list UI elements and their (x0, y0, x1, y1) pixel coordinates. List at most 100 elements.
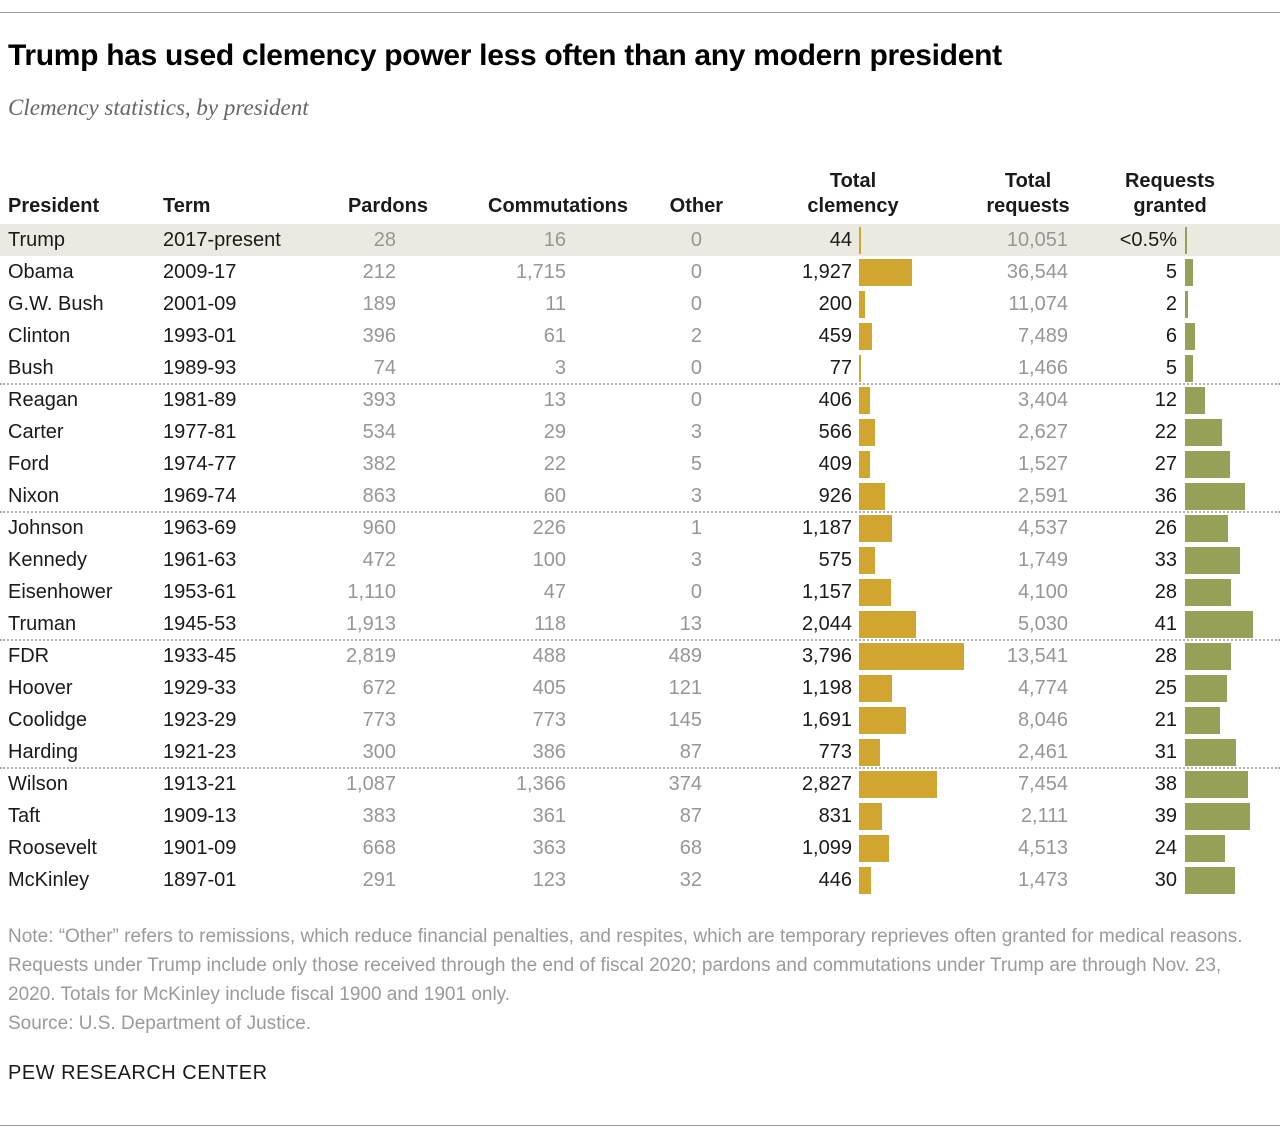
cell-pardons: 383 (362, 805, 396, 827)
cell-term: 1913-21 (163, 773, 237, 795)
cell-other: 13 (679, 613, 702, 635)
cell-total-requests: 2,111 (1020, 805, 1068, 827)
table-row: Taft 1909-13 383 361 87 831 2,111 39 (0, 800, 1280, 832)
cell-term: 1897-01 (163, 869, 237, 891)
cell-pardons: 2,819 (345, 645, 396, 667)
cell-pardons: 396 (362, 325, 396, 347)
cell-term: 1989-93 (163, 357, 237, 379)
total-clemency-bar (859, 866, 872, 894)
cell-other: 87 (679, 805, 702, 827)
cell-other: 3 (690, 549, 702, 571)
total-clemency-bar-cell (858, 448, 978, 480)
cell-total-requests: 3,404 (1017, 389, 1068, 411)
total-clemency-bar (859, 386, 871, 414)
cell-total-clemency: 1,099 (801, 837, 852, 859)
cell-pardons: 28 (373, 229, 396, 251)
cell-pardons: 534 (362, 421, 396, 443)
table-row: Johnson 1963-69 960 226 1 1,187 4,537 26 (0, 512, 1280, 544)
cell-president: McKinley (8, 869, 90, 891)
cell-president: Coolidge (8, 709, 87, 731)
cell-commutations: 405 (532, 677, 566, 699)
cell-president: Harding (8, 741, 79, 763)
total-clemency-bar-cell (858, 704, 978, 736)
cell-commutations: 3 (554, 357, 566, 379)
cell-total-requests: 4,774 (1017, 677, 1068, 699)
cell-requests-granted: 12 (1154, 389, 1177, 411)
requests-granted-bar (1185, 578, 1232, 606)
cell-other: 32 (679, 869, 702, 891)
cell-other: 121 (668, 677, 702, 699)
cell-total-clemency: 926 (818, 485, 852, 507)
total-clemency-bar-cell (858, 320, 978, 352)
requests-granted-bar (1185, 482, 1245, 510)
cell-requests-granted: 24 (1154, 837, 1177, 859)
cell-total-requests: 2,461 (1017, 741, 1068, 763)
total-clemency-bar (859, 546, 875, 574)
cell-total-requests: 4,100 (1017, 581, 1068, 603)
cell-requests-granted: 28 (1154, 645, 1177, 667)
cell-total-clemency: 200 (818, 293, 852, 315)
total-clemency-bar (859, 258, 913, 286)
table-row: Trump 2017-present 28 16 0 44 10,051 <0.5% (0, 224, 1280, 256)
cell-pardons: 393 (362, 389, 396, 411)
cell-commutations: 488 (532, 645, 566, 667)
total-clemency-bar (859, 354, 862, 382)
column-header-total-requests: Total requests (986, 170, 1070, 217)
cell-term: 1961-63 (163, 549, 237, 571)
cell-total-requests: 7,489 (1017, 325, 1068, 347)
total-clemency-bar-cell (858, 832, 978, 864)
requests-granted-bar-cell (1183, 224, 1262, 256)
requests-granted-bar-cell (1183, 288, 1262, 320)
cell-commutations: 16 (543, 229, 566, 251)
table-row: Reagan 1981-89 393 13 0 406 3,404 12 (0, 384, 1280, 416)
requests-granted-bar-cell (1183, 416, 1262, 448)
table-header-row: President Term Pardons Commutations Othe… (0, 157, 1280, 224)
cell-pardons: 1,110 (347, 581, 396, 603)
cell-commutations: 1,715 (515, 261, 566, 283)
requests-granted-bar (1185, 354, 1194, 382)
column-header-requests-granted: Requests granted (1124, 170, 1216, 217)
cell-requests-granted: 2 (1165, 293, 1177, 315)
cell-term: 2009-17 (163, 261, 237, 283)
total-clemency-bar-cell (858, 224, 978, 256)
cell-other: 2 (690, 325, 702, 347)
requests-granted-bar (1185, 418, 1222, 446)
total-clemency-bar-cell (858, 768, 978, 800)
requests-granted-bar (1185, 610, 1253, 638)
cell-other: 1 (690, 517, 702, 539)
cell-total-requests: 2,627 (1017, 421, 1068, 443)
cell-requests-granted: 28 (1154, 581, 1177, 603)
note-text: Note: “Other” refers to remissions, whic… (8, 926, 1243, 1005)
requests-granted-bar-cell (1183, 736, 1262, 768)
total-clemency-bar (859, 482, 885, 510)
total-clemency-bar (859, 322, 872, 350)
cell-commutations: 47 (543, 581, 566, 603)
cell-total-clemency: 446 (818, 869, 852, 891)
source-text: Source: U.S. Department of Justice. (8, 1013, 312, 1034)
cell-president: Nixon (8, 485, 60, 507)
cell-requests-granted: 41 (1154, 613, 1177, 635)
cell-commutations: 29 (543, 421, 566, 443)
top-rule (0, 12, 1280, 13)
requests-granted-bar (1185, 738, 1237, 766)
cell-total-requests: 4,513 (1017, 837, 1068, 859)
cell-other: 0 (690, 581, 702, 603)
cell-president: G.W. Bush (8, 293, 104, 315)
total-clemency-bar-cell (858, 288, 978, 320)
cell-term: 1963-69 (163, 517, 237, 539)
requests-granted-bar (1185, 386, 1205, 414)
cell-term: 1901-09 (163, 837, 237, 859)
cell-commutations: 386 (532, 741, 566, 763)
total-clemency-bar (859, 578, 891, 606)
total-clemency-bar-cell (858, 352, 978, 384)
total-clemency-bar (859, 418, 875, 446)
cell-president: Trump (8, 229, 66, 251)
group-divider (0, 383, 1280, 385)
total-clemency-bar-cell (858, 736, 978, 768)
cell-term: 1945-53 (163, 613, 237, 635)
cell-pardons: 382 (362, 453, 396, 475)
cell-pardons: 74 (373, 357, 396, 379)
cell-commutations: 61 (543, 325, 566, 347)
cell-commutations: 11 (545, 293, 566, 315)
chart-title: Trump has used clemency power less often… (8, 39, 1002, 72)
